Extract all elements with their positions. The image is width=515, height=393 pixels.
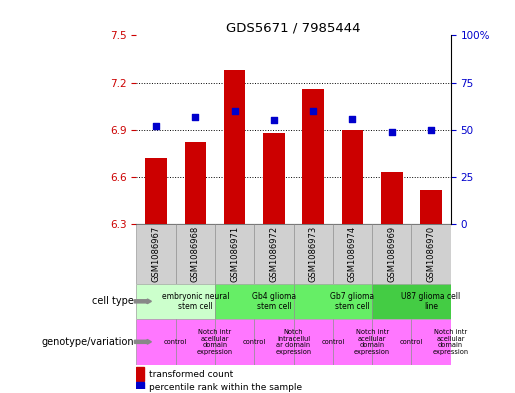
Point <box>231 108 239 114</box>
Bar <box>215 319 254 365</box>
Text: GSM1086972: GSM1086972 <box>269 226 279 282</box>
Bar <box>294 284 372 319</box>
Text: Gb7 glioma
stem cell: Gb7 glioma stem cell <box>331 292 374 311</box>
Bar <box>341 130 363 224</box>
Text: Notch intr
acellular
domain
expression: Notch intr acellular domain expression <box>197 329 233 354</box>
Text: GSM1086969: GSM1086969 <box>387 226 396 282</box>
Bar <box>136 382 144 393</box>
Bar <box>254 319 294 365</box>
Bar <box>333 319 372 365</box>
Point <box>388 129 396 135</box>
Bar <box>215 284 294 319</box>
Point <box>191 114 199 120</box>
Bar <box>215 224 254 284</box>
Text: control: control <box>400 339 423 345</box>
Text: control: control <box>164 339 187 345</box>
Bar <box>176 319 215 365</box>
Bar <box>372 224 411 284</box>
Text: transformed count: transformed count <box>149 369 233 378</box>
Bar <box>294 224 333 284</box>
Point <box>309 108 317 114</box>
Bar <box>372 284 451 319</box>
Text: Gb4 glioma
stem cell: Gb4 glioma stem cell <box>252 292 296 311</box>
Bar <box>254 224 294 284</box>
Bar <box>294 319 333 365</box>
Bar <box>263 133 285 224</box>
Point <box>427 127 435 133</box>
Text: control: control <box>321 339 345 345</box>
Bar <box>381 173 403 224</box>
Text: GSM1086967: GSM1086967 <box>151 226 161 283</box>
Bar <box>372 319 411 365</box>
Text: genotype/variation: genotype/variation <box>41 337 134 347</box>
Bar <box>136 319 176 365</box>
Text: control: control <box>243 339 266 345</box>
Bar <box>145 158 167 224</box>
Bar <box>224 70 246 224</box>
Text: Notch intr
acellular
domain
expression: Notch intr acellular domain expression <box>433 329 469 354</box>
Bar <box>176 224 215 284</box>
Point <box>270 117 278 123</box>
Bar <box>136 284 215 319</box>
Bar <box>333 224 372 284</box>
Text: cell type: cell type <box>92 296 134 306</box>
Text: GSM1086971: GSM1086971 <box>230 226 239 282</box>
Text: GSM1086970: GSM1086970 <box>426 226 436 282</box>
Bar <box>136 367 144 380</box>
Text: GSM1086974: GSM1086974 <box>348 226 357 282</box>
Bar <box>136 224 176 284</box>
Title: GDS5671 / 7985444: GDS5671 / 7985444 <box>226 21 361 34</box>
Bar <box>184 143 206 224</box>
Text: Notch
intracellul
ar domain
expression: Notch intracellul ar domain expression <box>276 329 312 354</box>
Text: GSM1086968: GSM1086968 <box>191 226 200 283</box>
Bar <box>411 319 451 365</box>
Point <box>152 123 160 129</box>
Text: U87 glioma cell
line: U87 glioma cell line <box>401 292 460 311</box>
Text: Notch intr
acellular
domain
expression: Notch intr acellular domain expression <box>354 329 390 354</box>
Text: embryonic neural
stem cell: embryonic neural stem cell <box>162 292 229 311</box>
Text: percentile rank within the sample: percentile rank within the sample <box>149 383 302 392</box>
Bar <box>411 224 451 284</box>
Bar <box>302 89 324 224</box>
Text: GSM1086973: GSM1086973 <box>308 226 318 283</box>
Point <box>348 116 356 122</box>
Bar <box>420 190 442 224</box>
